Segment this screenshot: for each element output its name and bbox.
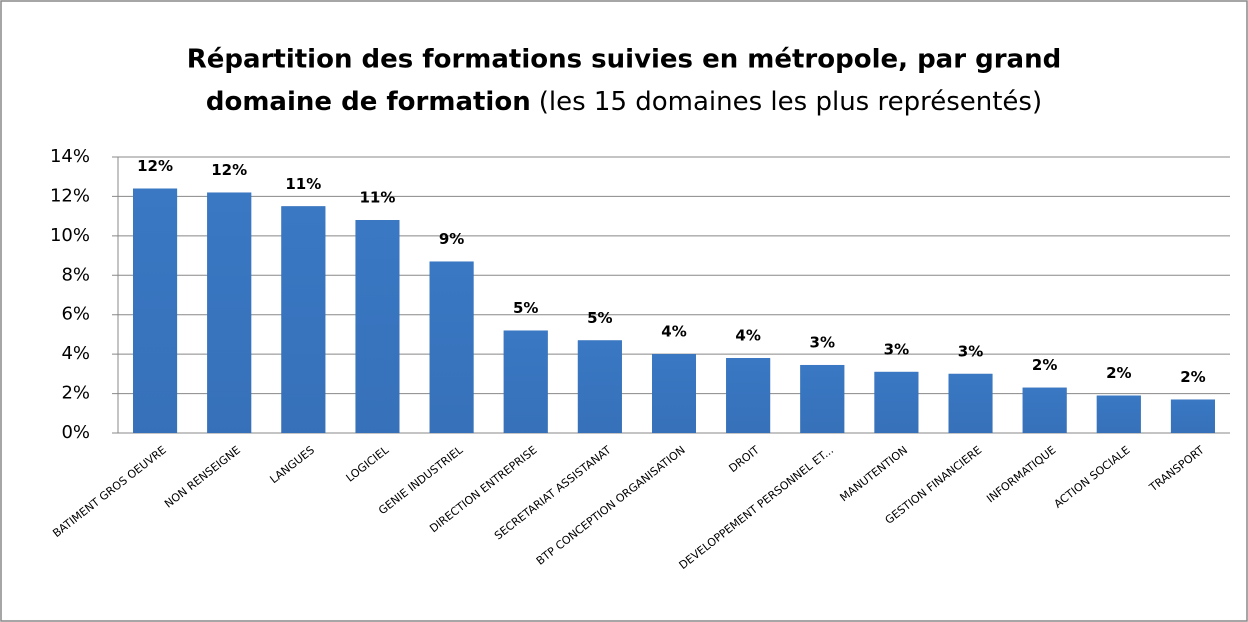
y-tick-label: 14% (50, 146, 90, 167)
y-tick-label: 4% (61, 343, 90, 364)
y-tick-label: 12% (50, 185, 90, 206)
value-label: 4% (661, 323, 686, 341)
bar (1170, 399, 1215, 433)
chart-title: domaine de formation (206, 87, 531, 117)
chart-subtitle: (les 15 domaines les plus représentés) (539, 87, 1042, 117)
bar (577, 340, 622, 433)
bar (1022, 387, 1067, 433)
bar (429, 261, 474, 433)
bar (133, 188, 178, 433)
value-label: 9% (439, 230, 464, 248)
chart-title: Répartition des formations suivies en mé… (187, 45, 1061, 75)
y-tick-label: 8% (61, 264, 90, 285)
value-label: 11% (285, 175, 321, 193)
y-tick-label: 0% (61, 422, 90, 443)
bar (800, 364, 845, 433)
y-tick-label: 10% (50, 225, 90, 246)
value-label: 5% (513, 299, 538, 317)
bar (948, 373, 993, 433)
value-label: 2% (1032, 356, 1057, 374)
bar (1096, 395, 1141, 433)
bar (652, 354, 696, 433)
chart-title-line: domaine de formation (les 15 domaines les… (206, 87, 1042, 117)
y-tick-label: 2% (61, 383, 90, 404)
bar (281, 206, 326, 433)
value-label: 4% (735, 327, 760, 345)
bar (874, 371, 919, 433)
value-label: 2% (1180, 368, 1205, 386)
value-label: 11% (360, 189, 396, 207)
value-label: 5% (587, 309, 612, 327)
y-tick-label: 6% (61, 304, 90, 325)
value-label: 12% (137, 157, 173, 175)
value-label: 12% (211, 161, 247, 179)
bar (503, 330, 548, 433)
value-label: 3% (958, 342, 983, 360)
bar (355, 220, 400, 433)
bar (726, 358, 771, 433)
value-label: 3% (810, 333, 835, 351)
value-label: 2% (1106, 364, 1131, 382)
value-label: 3% (884, 340, 909, 358)
bar (207, 192, 252, 433)
